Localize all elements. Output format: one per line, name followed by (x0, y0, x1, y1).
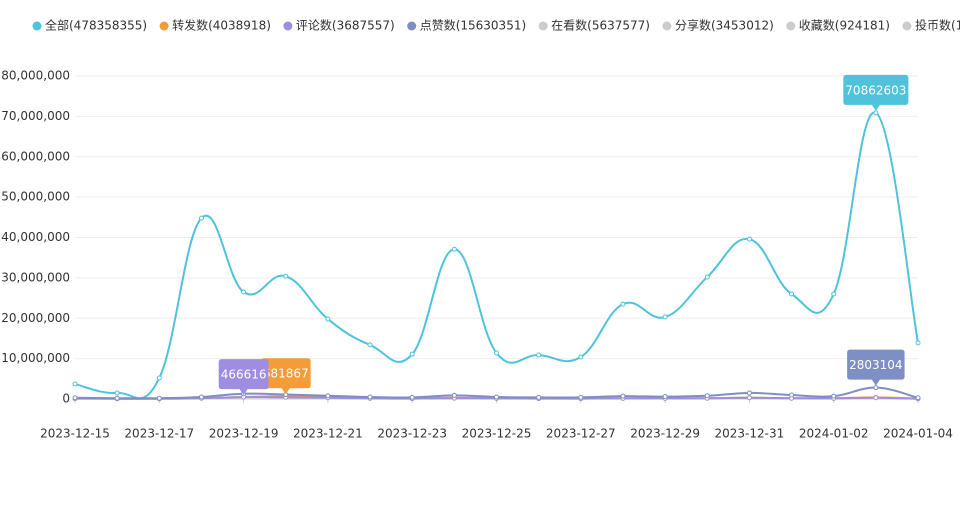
data-point (156, 395, 162, 401)
pin-label: 681867 (263, 367, 309, 381)
x-tick-label: 2023-12-21 (293, 427, 363, 441)
data-point (536, 394, 542, 400)
legend-marker (32, 21, 42, 31)
pin-label: 466616 (221, 368, 267, 382)
pin-label: 70862603 (845, 83, 906, 97)
data-point (620, 301, 626, 307)
legend-marker (662, 21, 672, 31)
legend-marker (902, 21, 912, 31)
data-point (494, 394, 499, 400)
data-point (409, 351, 415, 357)
data-point (409, 394, 415, 400)
y-tick-label: 70,000,000 (1, 109, 70, 123)
y-tick-label: 80,000,000 (1, 69, 70, 83)
x-tick-label: 2023-12-31 (715, 427, 785, 441)
data-point (873, 385, 879, 391)
data-point (578, 394, 584, 400)
legend-label: 收藏数(924181) (799, 18, 890, 33)
data-point (746, 390, 752, 396)
data-point (704, 274, 710, 280)
legend-label: 点赞数(15630351) (420, 18, 526, 33)
data-point (72, 381, 78, 387)
data-point (915, 340, 921, 346)
legend-label: 评论数(3687557) (296, 18, 395, 33)
data-point (873, 395, 879, 401)
x-tick-label: 2024-01-04 (883, 427, 953, 441)
max-pin: 70862603 (843, 74, 909, 111)
legend-marker (283, 21, 293, 31)
x-tick-label: 2023-12-27 (546, 427, 616, 441)
data-point (704, 393, 710, 399)
x-tick-label: 2024-01-02 (799, 427, 869, 441)
data-point (114, 390, 120, 396)
data-point (283, 273, 289, 279)
legend-marker (407, 21, 417, 31)
y-tick-label: 10,000,000 (1, 351, 70, 365)
data-point (662, 394, 668, 400)
y-tick-label: 30,000,000 (1, 270, 70, 284)
y-tick-label: 60,000,000 (1, 149, 70, 163)
data-point (72, 395, 78, 401)
legend-label: 投币数(1244) (915, 18, 960, 33)
legend-label: 转发数(4038918) (172, 18, 271, 33)
data-point (620, 393, 626, 399)
data-point (451, 246, 457, 252)
data-point (241, 289, 247, 295)
y-tick-label: 20,000,000 (1, 311, 70, 325)
legend-label: 全部(478358355) (45, 18, 147, 33)
data-point (325, 316, 331, 322)
data-point (367, 394, 373, 400)
data-point (114, 395, 120, 401)
data-point (789, 291, 795, 297)
data-point (198, 394, 204, 400)
pin-shape (260, 358, 311, 395)
data-point (873, 110, 879, 116)
data-point (494, 350, 499, 356)
y-tick-label: 40,000,000 (1, 230, 70, 244)
data-point (156, 375, 162, 381)
data-point (578, 354, 584, 360)
pin-label: 2803104 (849, 358, 902, 372)
data-point (831, 291, 837, 297)
legend-label: 在看数(5637577) (551, 18, 650, 33)
x-tick-label: 2023-12-15 (40, 427, 110, 441)
pin-shape (218, 359, 269, 396)
pin-shape (847, 349, 905, 386)
x-tick-label: 2023-12-17 (124, 427, 194, 441)
legend-marker (159, 21, 169, 31)
max-pin: 466616 (218, 359, 269, 396)
legend-marker (786, 21, 796, 31)
data-point (746, 395, 752, 401)
x-tick-label: 2023-12-25 (462, 427, 532, 441)
x-tick-label: 2023-12-19 (209, 427, 279, 441)
data-point (746, 236, 752, 242)
legend-label: 分享数(3453012) (675, 18, 774, 33)
data-point (325, 393, 331, 399)
data-point (198, 215, 204, 221)
x-tick-label: 2023-12-29 (630, 427, 700, 441)
data-point (367, 342, 373, 348)
data-point (662, 314, 668, 320)
pin-shape (843, 74, 909, 111)
data-point (536, 352, 542, 358)
data-point (831, 393, 837, 399)
max-pin: 681867 (260, 358, 311, 395)
y-tick-label: 0 (62, 392, 70, 406)
y-tick-label: 50,000,000 (1, 190, 70, 204)
data-point (915, 395, 921, 401)
data-point (789, 392, 795, 398)
max-pin: 2803104 (847, 349, 905, 386)
legend-marker (538, 21, 548, 31)
data-point (451, 392, 457, 398)
x-tick-label: 2023-12-23 (377, 427, 447, 441)
